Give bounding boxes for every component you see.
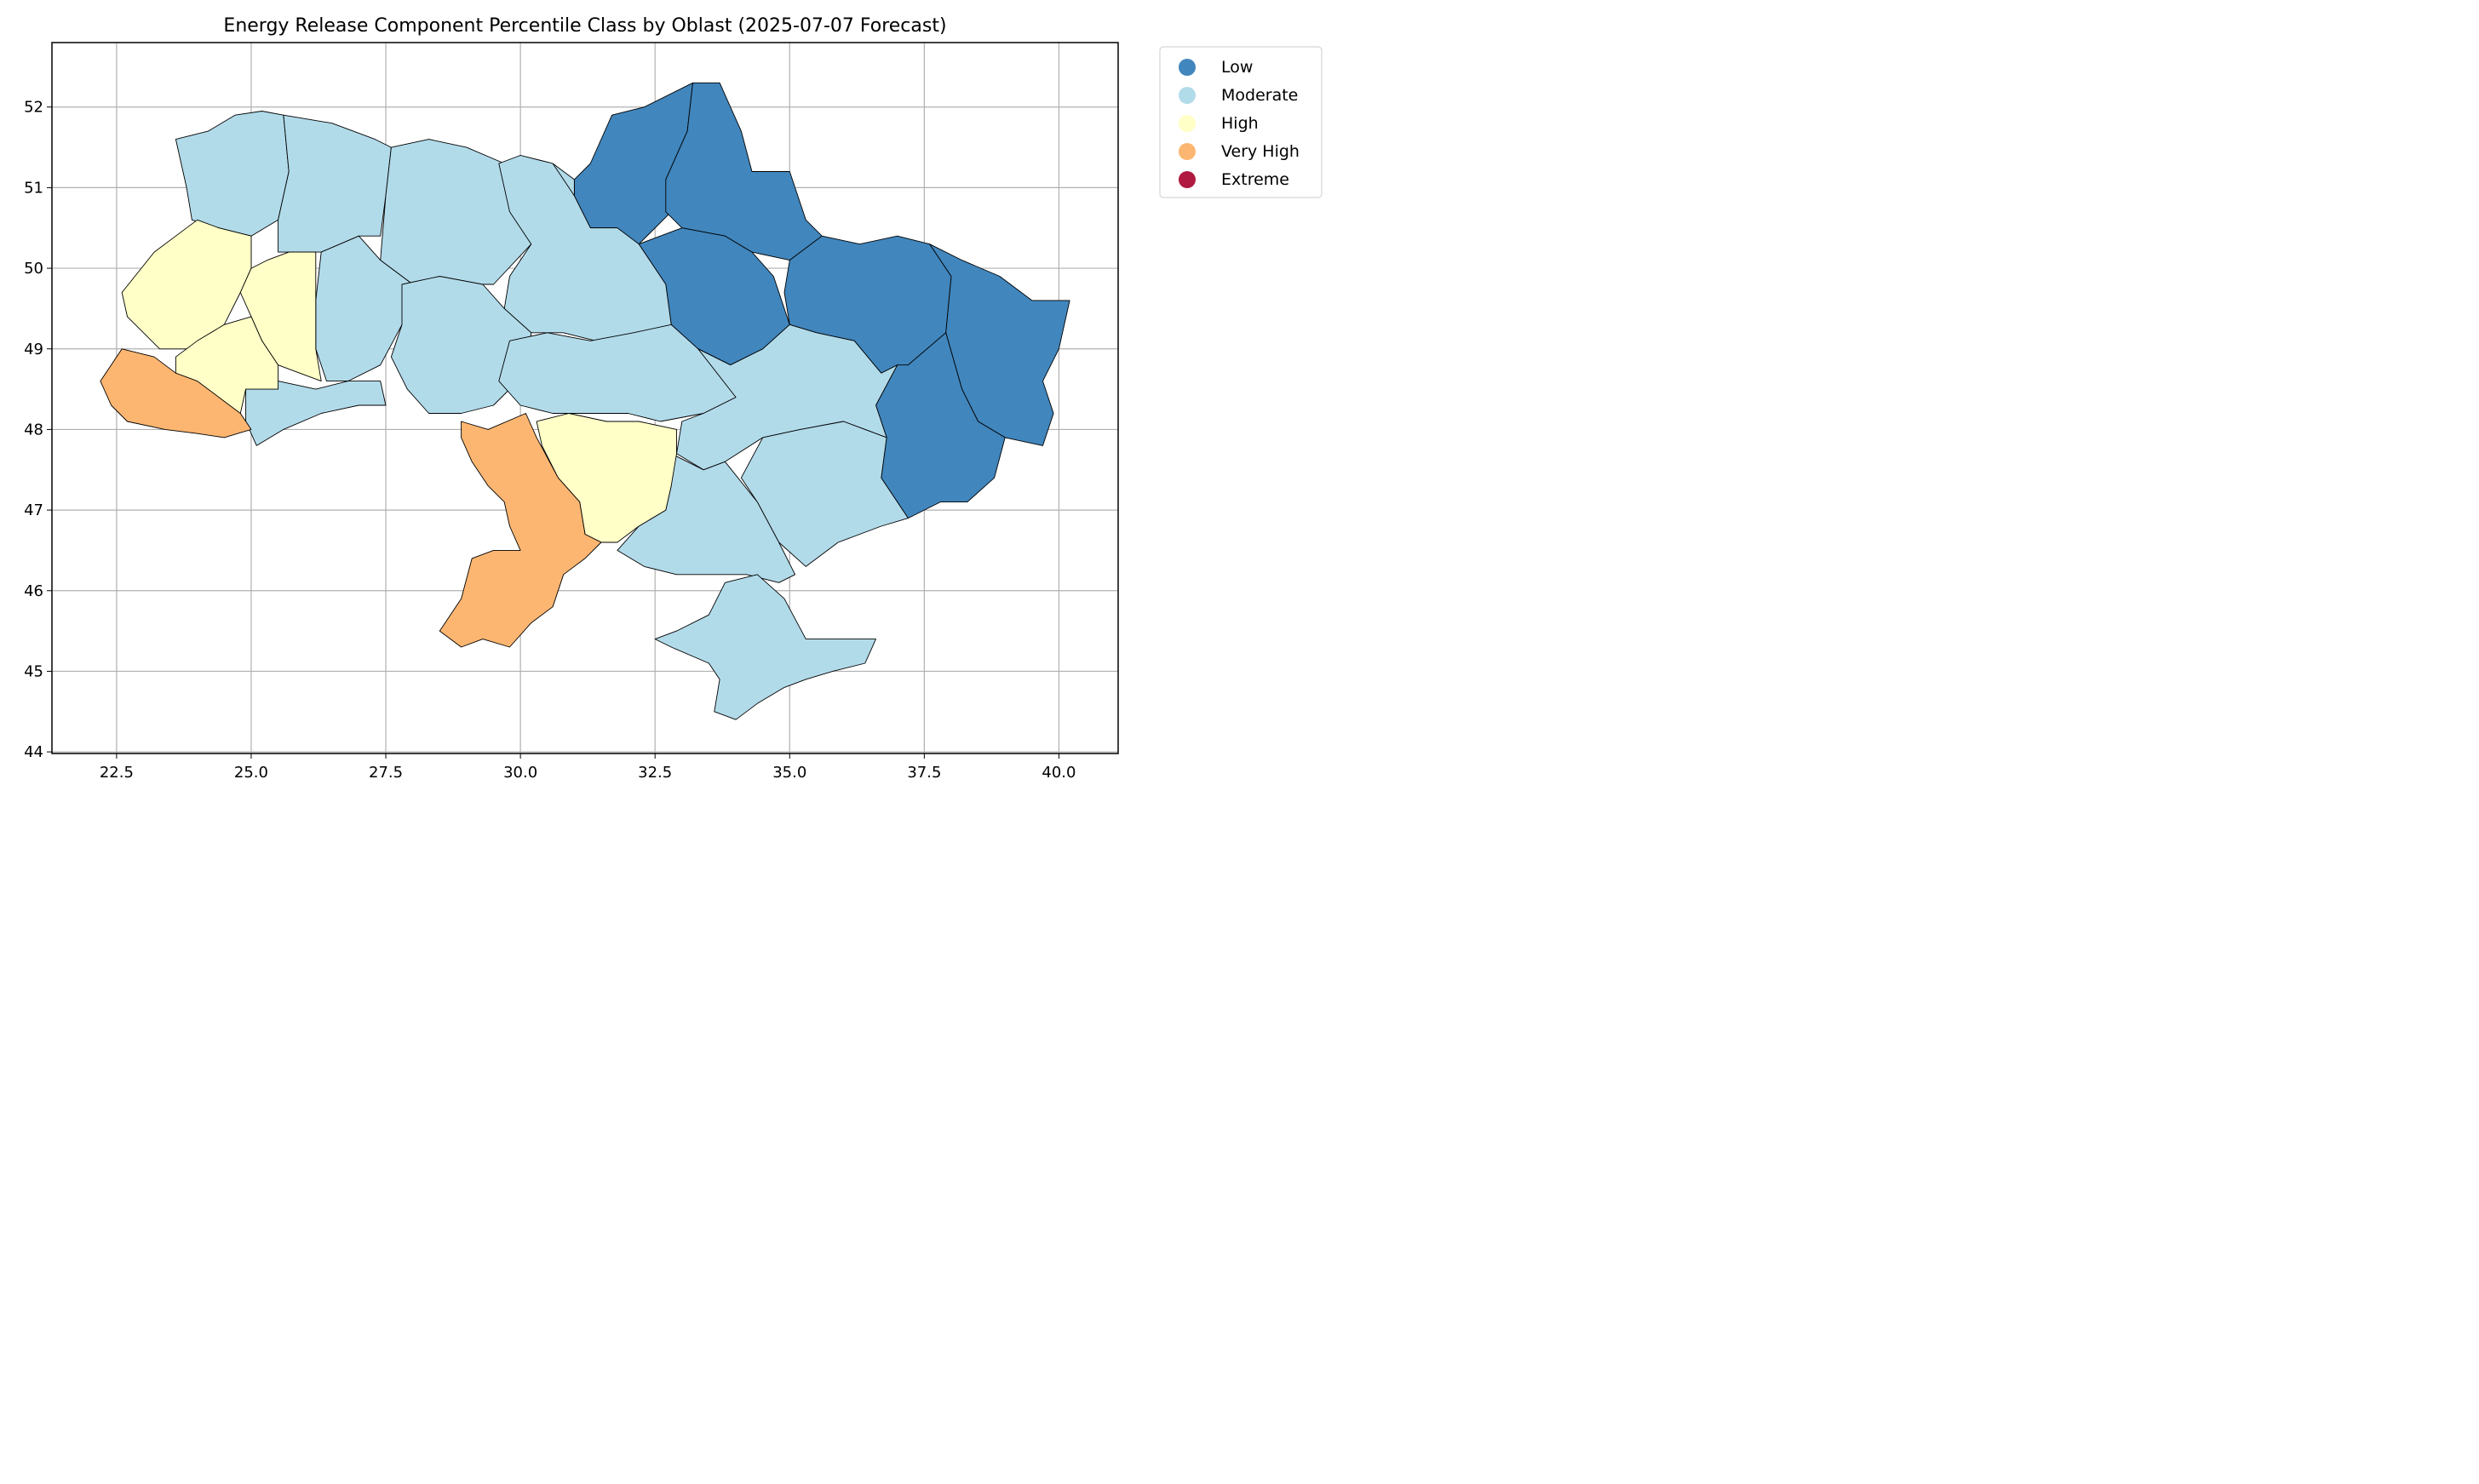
legend-label: High: [1221, 114, 1259, 133]
legend-marker: [1179, 59, 1196, 76]
legend-label: Extreme: [1221, 170, 1289, 189]
legend-marker: [1179, 171, 1196, 188]
legend-marker: [1179, 115, 1196, 132]
chart-title: Energy Release Component Percentile Clas…: [223, 15, 946, 37]
x-axis-ticks: 22.5 25.0 27.5 30.0 32.5 35.0 37.5 40.0: [100, 753, 1076, 782]
y-tick-label: 49: [24, 341, 43, 358]
oblast-region: [390, 276, 532, 414]
x-tick-label: 40.0: [1042, 764, 1076, 782]
x-tick-label: 30.0: [503, 764, 537, 782]
legend-label: Very High: [1221, 142, 1300, 161]
x-tick-label: 25.0: [234, 764, 268, 782]
oblast-region: [439, 413, 602, 648]
legend-marker: [1179, 87, 1196, 104]
x-tick-label: 32.5: [638, 764, 672, 782]
oblast-region: [278, 114, 392, 253]
y-tick-label: 50: [24, 260, 43, 278]
y-tick-label: 45: [24, 662, 43, 680]
legend-frame: [1159, 46, 1323, 198]
oblast-region: [175, 111, 290, 237]
legend-label: Low: [1221, 58, 1253, 77]
legend-marker: [1179, 143, 1196, 160]
legend: Low Moderate High Very High Extreme: [1159, 46, 1323, 198]
x-tick-label: 27.5: [369, 764, 403, 782]
y-tick-label: 51: [24, 179, 43, 197]
oblast-region: [239, 251, 322, 382]
legend-label: Moderate: [1221, 86, 1298, 105]
oblast-region: [100, 348, 252, 438]
plot-frame: [51, 42, 1119, 754]
y-tick-label: 46: [24, 582, 43, 600]
oblast-region: [245, 381, 387, 446]
y-tick-label: 44: [24, 743, 43, 761]
oblast-regions: [100, 82, 1070, 720]
x-tick-label: 35.0: [772, 764, 806, 782]
y-tick-label: 52: [24, 99, 43, 117]
y-axis-ticks: 44 45 46 47 48 49 50 51 52: [24, 99, 52, 761]
y-tick-label: 47: [24, 501, 43, 519]
y-tick-label: 48: [24, 421, 43, 438]
x-tick-label: 37.5: [907, 764, 941, 782]
map-chart: Energy Release Component Percentile Clas…: [24, 15, 1323, 782]
x-tick-label: 22.5: [100, 764, 134, 782]
oblast-region: [654, 574, 876, 720]
